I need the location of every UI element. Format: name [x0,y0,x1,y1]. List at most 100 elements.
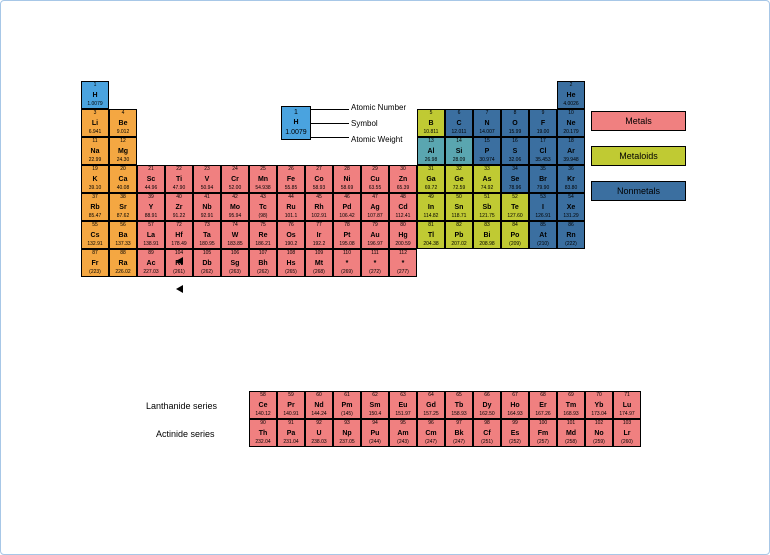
atomic-number: 31 [418,167,444,172]
element-symbol: Se [502,176,528,183]
atomic-weight: 196.97 [362,242,388,247]
element-V: 23V50.94 [193,165,221,193]
element-symbol: Ga [418,176,444,183]
element-Lr: 103Lr(260) [613,419,641,447]
element-Po: 84Po(209) [501,221,529,249]
element-symbol: Ho [502,402,528,409]
element-symbol: At [530,232,556,239]
atomic-weight: 40.08 [110,186,136,191]
atomic-weight: 88.91 [138,214,164,219]
element-symbol: Yb [586,402,612,409]
element-Ca: 20Ca40.08 [109,165,137,193]
element-symbol: Y [138,204,164,211]
atomic-weight: 232.04 [250,440,276,445]
atomic-weight: 6.941 [82,130,108,135]
element-symbol: Hg [390,232,416,239]
atomic-number: 100 [530,421,556,426]
atomic-weight: 106.42 [334,214,360,219]
atomic-number: 104 [166,251,192,256]
element-symbol: Cd [390,204,416,211]
element-Mn: 25Mn54.938 [249,165,277,193]
atomic-number: 74 [222,223,248,228]
element-Am: 95Am(243) [389,419,417,447]
atomic-weight: 24.30 [110,158,136,163]
atomic-number: 98 [474,421,500,426]
element-symbol: Pa [278,430,304,437]
atomic-number: 69 [558,393,584,398]
atomic-number: 110 [334,251,360,256]
atomic-weight: 183.85 [222,242,248,247]
atomic-number: 83 [474,223,500,228]
atomic-weight: (243) [390,440,416,445]
element-symbol: Be [110,120,136,127]
element-Es: 99Es(252) [501,419,529,447]
atomic-weight: 87.62 [110,214,136,219]
element-symbol: Kr [558,176,584,183]
element-symbol: Np [334,430,360,437]
legend-metaloids: Metaloids [591,146,686,166]
element-Er: 68Er167.26 [529,391,557,419]
atomic-number: 48 [390,195,416,200]
element-Yb: 70Yb173.04 [585,391,613,419]
element-Cr: 24 Cr 52.00 [221,165,249,193]
element-symbol: No [586,430,612,437]
element-symbol: N [474,120,500,127]
atomic-number: 24 [222,167,248,172]
element-*: 111*(272) [361,249,389,277]
element-symbol: Ir [306,232,332,239]
element-symbol: W [222,232,248,239]
atomic-number: 91 [278,421,304,426]
atomic-weight: 28.09 [446,158,472,163]
atomic-number: 96 [418,421,444,426]
atomic-number: 108 [278,251,304,256]
atomic-weight: 227.03 [138,270,164,275]
element-symbol: Cr [222,176,248,183]
atomic-weight: 52.00 [222,186,248,191]
atomic-number: 86 [558,223,584,228]
atomic-weight: 30.974 [474,158,500,163]
atomic-number: 112 [390,251,416,256]
atomic-weight: 85.47 [82,214,108,219]
element-symbol: Sb [474,204,500,211]
atomic-number: 17 [530,139,556,144]
element-Y: 39Y88.91 [137,193,165,221]
atomic-weight: (98) [250,214,276,219]
element-symbol: O [502,120,528,127]
atomic-weight: 192.2 [306,242,332,247]
element-symbol: Sc [138,176,164,183]
element-He: 2He4.0026 [557,81,585,109]
element-K: 19K39.10 [81,165,109,193]
element-Ac: 89Ac227.03 [137,249,165,277]
atomic-weight: 1.0079 [82,102,108,107]
element-Ni: 28Ni58.69 [333,165,361,193]
atomic-weight: 55.85 [278,186,304,191]
element-symbol: Ni [334,176,360,183]
atomic-number: 102 [586,421,612,426]
element-F: 9F19.00 [529,109,557,137]
element-Pm: 61Pm(145) [333,391,361,419]
element-Ce: 58Ce140.12 [249,391,277,419]
atomic-number: 84 [502,223,528,228]
element-N: 7N14.007 [473,109,501,137]
leader-line [311,137,349,138]
element-symbol: Tm [558,402,584,409]
atomic-weight: 237.05 [334,440,360,445]
arrow-icon [176,257,183,265]
atomic-number: 42 [222,195,248,200]
atomic-weight: 190.2 [278,242,304,247]
element-Sg: 106Sg(263) [221,249,249,277]
element-Na: 11Na22.99 [81,137,109,165]
atomic-number: 56 [110,223,136,228]
atomic-number: 81 [418,223,444,228]
atomic-weight: 168.93 [558,412,584,417]
element-Tl: 81Tl204.38 [417,221,445,249]
element-Hf: 72Hf178.49 [165,221,193,249]
atomic-number: 79 [362,223,388,228]
atomic-number: 7 [474,111,500,116]
atomic-weight: (272) [362,270,388,275]
atomic-number: 50 [446,195,472,200]
atomic-weight: 112.41 [390,214,416,219]
element-symbol: B [418,120,444,127]
atomic-number: 111 [362,251,388,256]
element-At: 85At(210) [529,221,557,249]
